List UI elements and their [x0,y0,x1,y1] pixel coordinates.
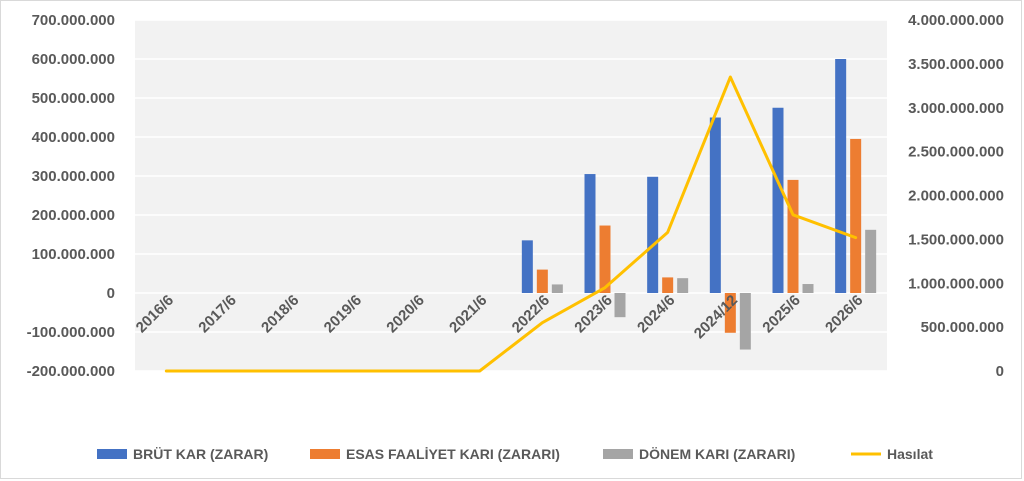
legend: BRÜT KAR (ZARAR) ESAS FAALİYET KARI (ZARA… [97,446,933,462]
bar [647,176,659,293]
bar [850,138,862,293]
legend-label: BRÜT KAR (ZARAR) [133,446,268,462]
right-tick-label: 2.000.000.000 [908,188,1004,205]
right-tick-label: 2.500.000.000 [908,144,1004,161]
bar [662,277,674,293]
legend-label: ESAS FAALİYET KARI (ZARARI) [346,446,560,462]
bar [802,284,814,293]
hasilat-line-path [164,75,858,373]
left-tick-label: 200.000.000 [32,207,115,224]
left-tick-label: 600.000.000 [32,51,115,68]
legend-label: Hasılat [887,446,933,462]
legend-swatch [310,449,340,459]
bar [614,293,626,318]
legend-swatch [97,449,127,459]
left-axis: 700.000.000 600.000.000 500.000.000 400.000… [27,12,115,380]
left-tick-label: -200.000.000 [27,363,115,380]
left-tick-label: 700.000.000 [32,12,115,29]
plot-background [135,20,887,371]
left-tick-label: -100.000.000 [27,324,115,341]
right-tick-label: 3.000.000.000 [908,100,1004,117]
right-tick-label: 1.000.000.000 [908,275,1004,292]
bar [521,240,533,293]
bar [787,179,799,293]
bar [551,284,563,293]
bar [584,174,596,293]
bars [521,59,877,350]
right-axis: 4.000.000.000 3.500.000.000 3.000.000.000 2… [908,12,1004,380]
legend-label: DÖNEM KARI (ZARARI) [639,446,795,462]
bar [677,278,689,293]
bar [835,59,847,293]
bar [865,229,877,293]
plot-area [135,20,887,371]
left-tick-label: 400.000.000 [32,129,115,146]
right-tick-label: 1.500.000.000 [908,231,1004,248]
hasilat-line [164,75,858,373]
bar [724,293,736,333]
right-tick-label: 4.000.000.000 [908,12,1004,29]
legend-swatch [603,449,633,459]
right-tick-label: 3.500.000.000 [908,56,1004,73]
left-tick-label: 100.000.000 [32,246,115,263]
bar [772,107,784,293]
left-tick-label: 300.000.000 [32,168,115,185]
bar [536,269,548,293]
left-tick-label: 0 [107,285,115,302]
right-tick-label: 0 [996,363,1004,380]
left-tick-label: 500.000.000 [32,90,115,107]
bar [739,293,751,350]
right-tick-label: 500.000.000 [921,319,1004,336]
bar [709,117,721,293]
bar [599,225,611,293]
